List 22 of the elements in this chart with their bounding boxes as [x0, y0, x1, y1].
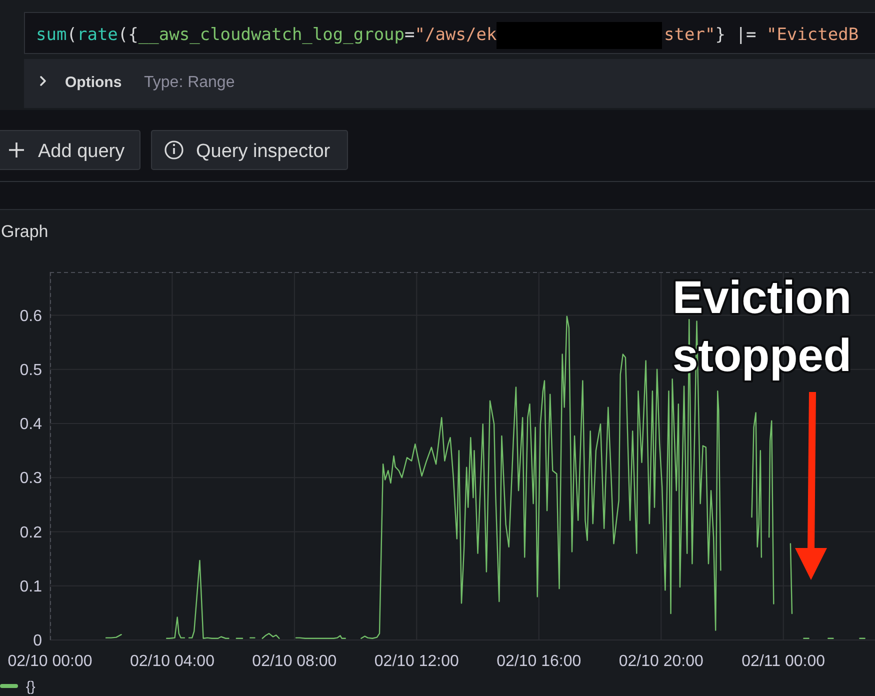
x-tick-label: 02/10 16:00: [496, 653, 582, 670]
chart-title: Graph: [1, 222, 48, 241]
y-tick-label: 0.1: [20, 578, 42, 596]
y-tick-label: 0.5: [20, 362, 42, 380]
text: Options: [65, 74, 122, 91]
text: Add query: [38, 141, 126, 162]
y-tick-label: 0: [33, 632, 42, 650]
x-tick-label: 02/10 20:00: [618, 653, 704, 670]
text: ster"} |= "EvictedB: [664, 25, 859, 45]
legend-label: {}: [26, 678, 36, 694]
x-tick-label: 02/10 00:00: [8, 653, 92, 670]
text: Type: Range: [144, 74, 235, 91]
x-tick-label: 02/10 12:00: [374, 653, 460, 670]
y-tick-label: 0.3: [20, 470, 42, 488]
x-tick-label: 02/10 08:00: [252, 653, 337, 670]
x-tick-label: 02/11 00:00: [742, 653, 826, 670]
y-tick-label: 0.2: [20, 524, 42, 542]
text: Query inspector: [196, 141, 331, 162]
y-tick-label: 0.6: [20, 308, 42, 325]
text: sum(rate({__aws_cloudwatch_log_group="/aws/ek: [36, 25, 497, 45]
x-tick-label: 02/10 04:00: [130, 653, 215, 670]
y-tick-label: 0.4: [20, 416, 42, 434]
